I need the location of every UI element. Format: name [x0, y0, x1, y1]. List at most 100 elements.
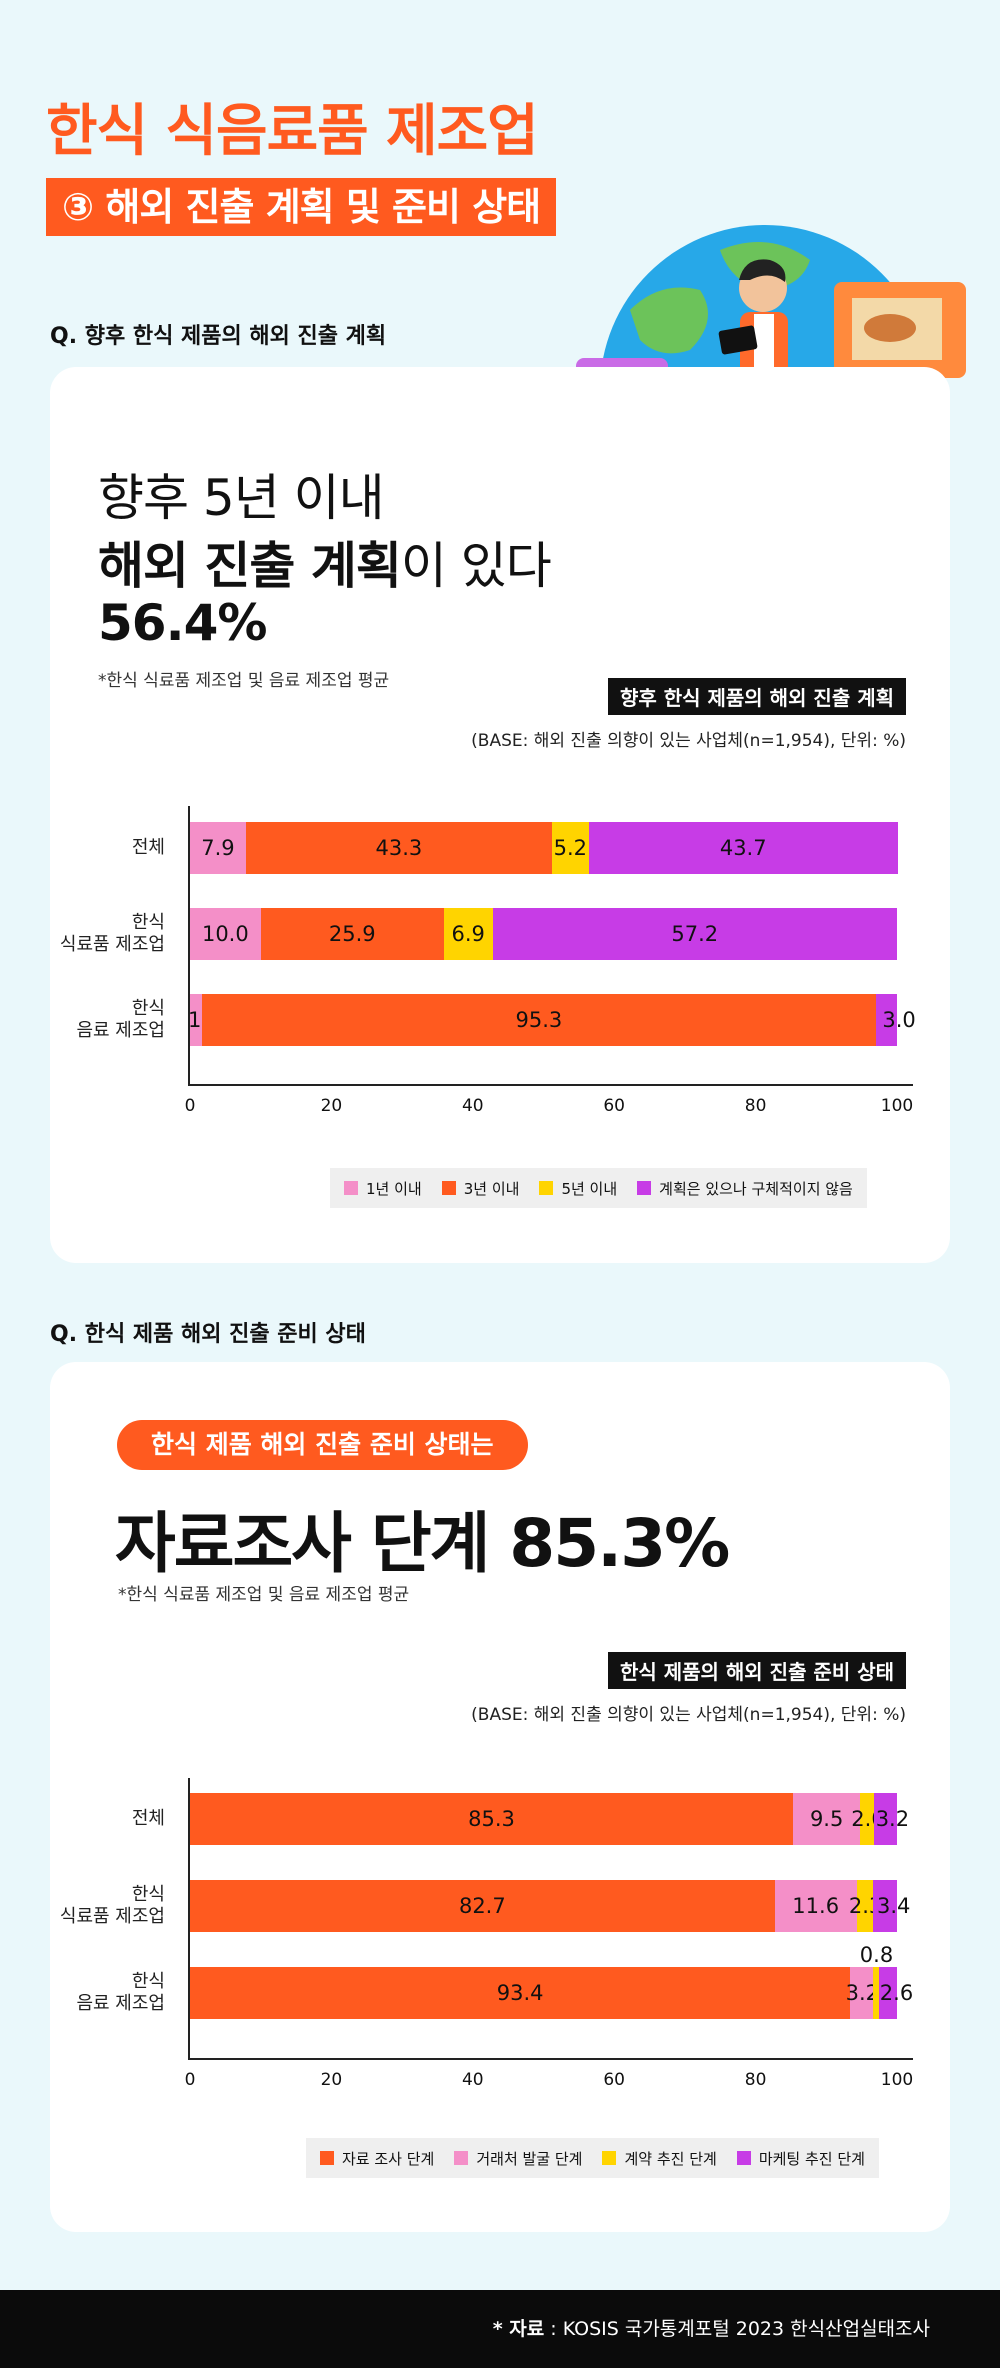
data-label: 9.5 — [809, 1807, 844, 1831]
bar-segment — [190, 822, 246, 874]
x-tick-label: 20 — [320, 2070, 343, 2090]
x-tick-label: 100 — [880, 1096, 914, 1116]
x-tick-label: 60 — [603, 1096, 625, 1116]
bar-segment — [190, 908, 261, 960]
bar-segment — [190, 1967, 851, 2019]
row-label: 한식 식료품 제조업 — [59, 1884, 165, 1927]
section2-pill: 한식 제품 해외 진출 준비 상태는 — [117, 1420, 528, 1470]
bar-segment — [551, 822, 589, 874]
data-label: 2.6 — [879, 1981, 914, 2005]
section2-note: *한식 식료품 제조업 및 음료 제조업 평균 — [118, 1585, 410, 1605]
legend-item: 계획은 있으나 구체적이지 않음 — [637, 1178, 853, 1199]
x-tick-label: 100 — [880, 2070, 914, 2090]
data-label: 7.9 — [201, 836, 235, 860]
chart1-legend: 1년 이내 3년 이내 5년 이내 계획은 있으나 구체적이지 않음 — [330, 1168, 867, 1208]
legend-label: 1년 이내 — [366, 1179, 422, 1198]
x-axis — [188, 1084, 913, 1086]
section1-question: Q. 향후 한식 제품의 해외 진출 계획 — [50, 324, 387, 349]
bar-segment — [872, 1967, 879, 2019]
data-label: 0.8 — [859, 1943, 894, 1967]
bar-segment — [190, 994, 203, 1046]
bar-segment — [850, 1967, 873, 2019]
chart2-title-tag: 한식 제품의 해외 진출 준비 상태 — [607, 1652, 906, 1689]
legend-item: 자료 조사 단계 — [320, 2148, 434, 2169]
legend-swatch — [736, 2151, 751, 2165]
data-label: 57.2 — [671, 922, 719, 946]
section2-big-stat: 자료조사 단계 85.3% — [115, 1505, 730, 1582]
data-label: 43.7 — [719, 836, 767, 860]
data-label: 3.0 — [882, 1008, 916, 1032]
data-label: 95.3 — [515, 1008, 563, 1032]
hero-value: 56.4% — [98, 594, 267, 652]
legend-label: 자료 조사 단계 — [342, 2149, 435, 2168]
x-tick-label: 80 — [744, 1096, 767, 1116]
legend-swatch — [602, 2151, 617, 2165]
row-label: 한식 음료 제조업 — [76, 998, 165, 1041]
page-title: 한식 식음료품 제조업 — [46, 99, 539, 164]
data-label: 25.9 — [328, 922, 376, 946]
chart2-legend: 자료 조사 단계 거래처 발굴 단계 계약 추진 단계 마케팅 추진 단계 — [306, 2138, 879, 2178]
bar-segment — [860, 1793, 875, 1845]
hero-line-1: 향후 5년 이내 — [98, 469, 385, 527]
legend-label: 5년 이내 — [561, 1179, 618, 1198]
legend-swatch — [344, 1181, 358, 1195]
data-label: 85.3 — [468, 1807, 515, 1831]
chart2-base-note: (BASE: 해외 진출 의향이 있는 사업체(n=1,954), 단위: %) — [471, 1705, 906, 1725]
section1-card — [50, 367, 950, 1263]
y-axis — [188, 1778, 190, 2058]
data-label: 3.2 — [875, 1807, 910, 1831]
legend-item: 거래처 발굴 단계 — [454, 2148, 582, 2169]
bar-segment — [793, 1793, 861, 1845]
chart1-title-tag: 향후 한식 제품의 해외 진출 계획 — [607, 678, 906, 715]
legend-swatch — [441, 1181, 456, 1195]
data-label: 43.3 — [375, 836, 423, 860]
bar-segment — [443, 908, 493, 960]
bar-segment — [260, 908, 444, 960]
y-axis — [188, 806, 190, 1084]
data-label: 6.9 — [451, 922, 485, 946]
x-tick-label: 40 — [461, 2070, 484, 2090]
data-label: 5.2 — [553, 836, 588, 860]
x-tick-label: 0 — [184, 1096, 196, 1116]
footer-label: * 자료 — [492, 2318, 545, 2340]
bar-segment — [878, 1967, 897, 2019]
hero-bold-text: 해외 진출 계획 — [98, 537, 402, 595]
legend-label: 거래처 발굴 단계 — [476, 2149, 583, 2168]
legend-item: 1년 이내 — [344, 1178, 422, 1199]
bar-segment — [202, 994, 876, 1046]
legend-item: 마케팅 추진 단계 — [736, 2148, 865, 2169]
section1-note: *한식 식료품 제조업 및 음료 제조업 평균 — [98, 671, 390, 691]
legend-item: 3년 이내 — [441, 1178, 520, 1199]
row-label: 한식 음료 제조업 — [76, 1971, 165, 2014]
footer-source: * 자료 : KOSIS 국가통계포털 2023 한식산업실태조사 — [0, 2290, 1000, 2368]
data-label: 11.6 — [792, 1894, 840, 1918]
data-label: 82.7 — [458, 1894, 506, 1918]
hero-rest-text: 이 있다 — [400, 537, 552, 595]
bar-segment — [874, 1793, 897, 1845]
footer-source-text: : KOSIS 국가통계포털 2023 한식산업실태조사 — [544, 2318, 930, 2340]
x-tick-label: 20 — [320, 1096, 343, 1116]
x-tick-label: 0 — [184, 2070, 196, 2090]
legend-item: 계약 추진 단계 — [602, 2148, 717, 2169]
legend-label: 계획은 있으나 구체적이지 않음 — [659, 1179, 853, 1198]
hero-line-2: 해외 진출 계획이 있다 — [98, 526, 552, 598]
legend-label: 마케팅 추진 단계 — [758, 2149, 865, 2168]
section2-question: Q. 한식 제품 해외 진출 준비 상태 — [50, 1322, 366, 1347]
legend-swatch — [454, 2151, 469, 2165]
row-label: 전체 — [131, 837, 165, 858]
x-axis — [188, 2058, 913, 2060]
x-tick-label: 40 — [461, 1096, 484, 1116]
bar-segment — [190, 1793, 794, 1845]
page-subtitle: ③ 해외 진출 계획 및 준비 상태 — [46, 178, 557, 236]
legend-item: 5년 이내 — [539, 1178, 617, 1199]
bar-segment — [245, 822, 552, 874]
data-label: 10.0 — [201, 922, 249, 946]
bar-segment — [588, 822, 898, 874]
legend-swatch — [320, 2151, 334, 2165]
legend-label: 3년 이내 — [463, 1179, 520, 1198]
x-tick-label: 80 — [744, 2070, 767, 2090]
x-tick-label: 60 — [603, 2070, 625, 2090]
bar-segment — [856, 1880, 873, 1932]
data-label: 93.4 — [496, 1981, 544, 2005]
data-label: 3.4 — [876, 1894, 911, 1918]
